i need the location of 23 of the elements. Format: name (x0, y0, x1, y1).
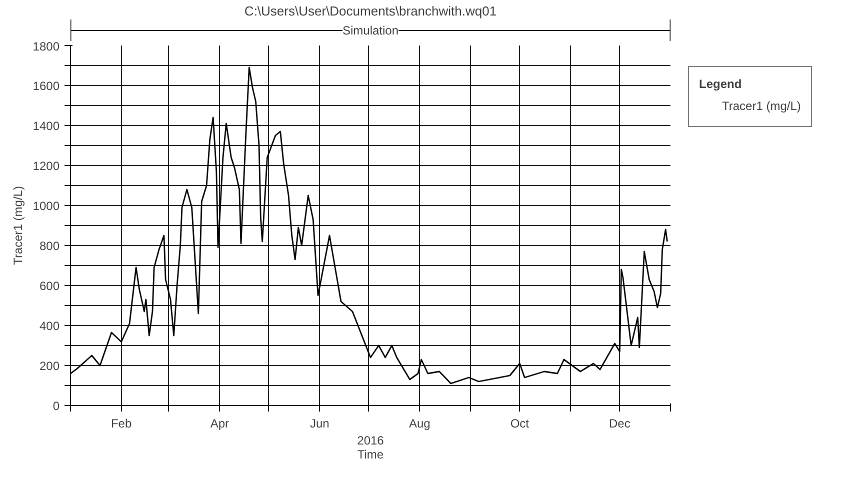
x-tick-label: Jun (310, 416, 330, 430)
y-tick-label: 400 (39, 319, 60, 333)
text: Simulation (342, 24, 399, 38)
x-axis-title: Time (357, 448, 384, 462)
y-tick-label: 1200 (32, 159, 60, 173)
legend-title: Legend (699, 77, 743, 91)
x-tick-label: Oct (510, 416, 530, 430)
text: 2016 (357, 434, 384, 448)
y-tick-label: 1800 (32, 40, 60, 54)
y-tick-label: 800 (39, 239, 60, 253)
text: Tracer1 (mg/L) (722, 99, 801, 113)
chart-title: C:\Users\User\Documents\branchwith.wq01 (244, 4, 497, 18)
y-tick-label: 1400 (32, 119, 60, 133)
x-tick-label: Aug (409, 416, 430, 430)
x-tick-label: Dec (609, 416, 630, 430)
x-tick-label: Feb (110, 416, 132, 430)
y-tick-label: 1600 (32, 79, 60, 93)
y-tick-label: 200 (39, 359, 60, 373)
y-tick-label: 600 (39, 279, 60, 293)
y-axis-title: Tracer1 (mg/L) (10, 186, 25, 265)
y-tick-label: 0 (52, 399, 60, 413)
x-tick-label: Apr (210, 416, 230, 430)
y-tick-label: 1000 (32, 199, 60, 213)
